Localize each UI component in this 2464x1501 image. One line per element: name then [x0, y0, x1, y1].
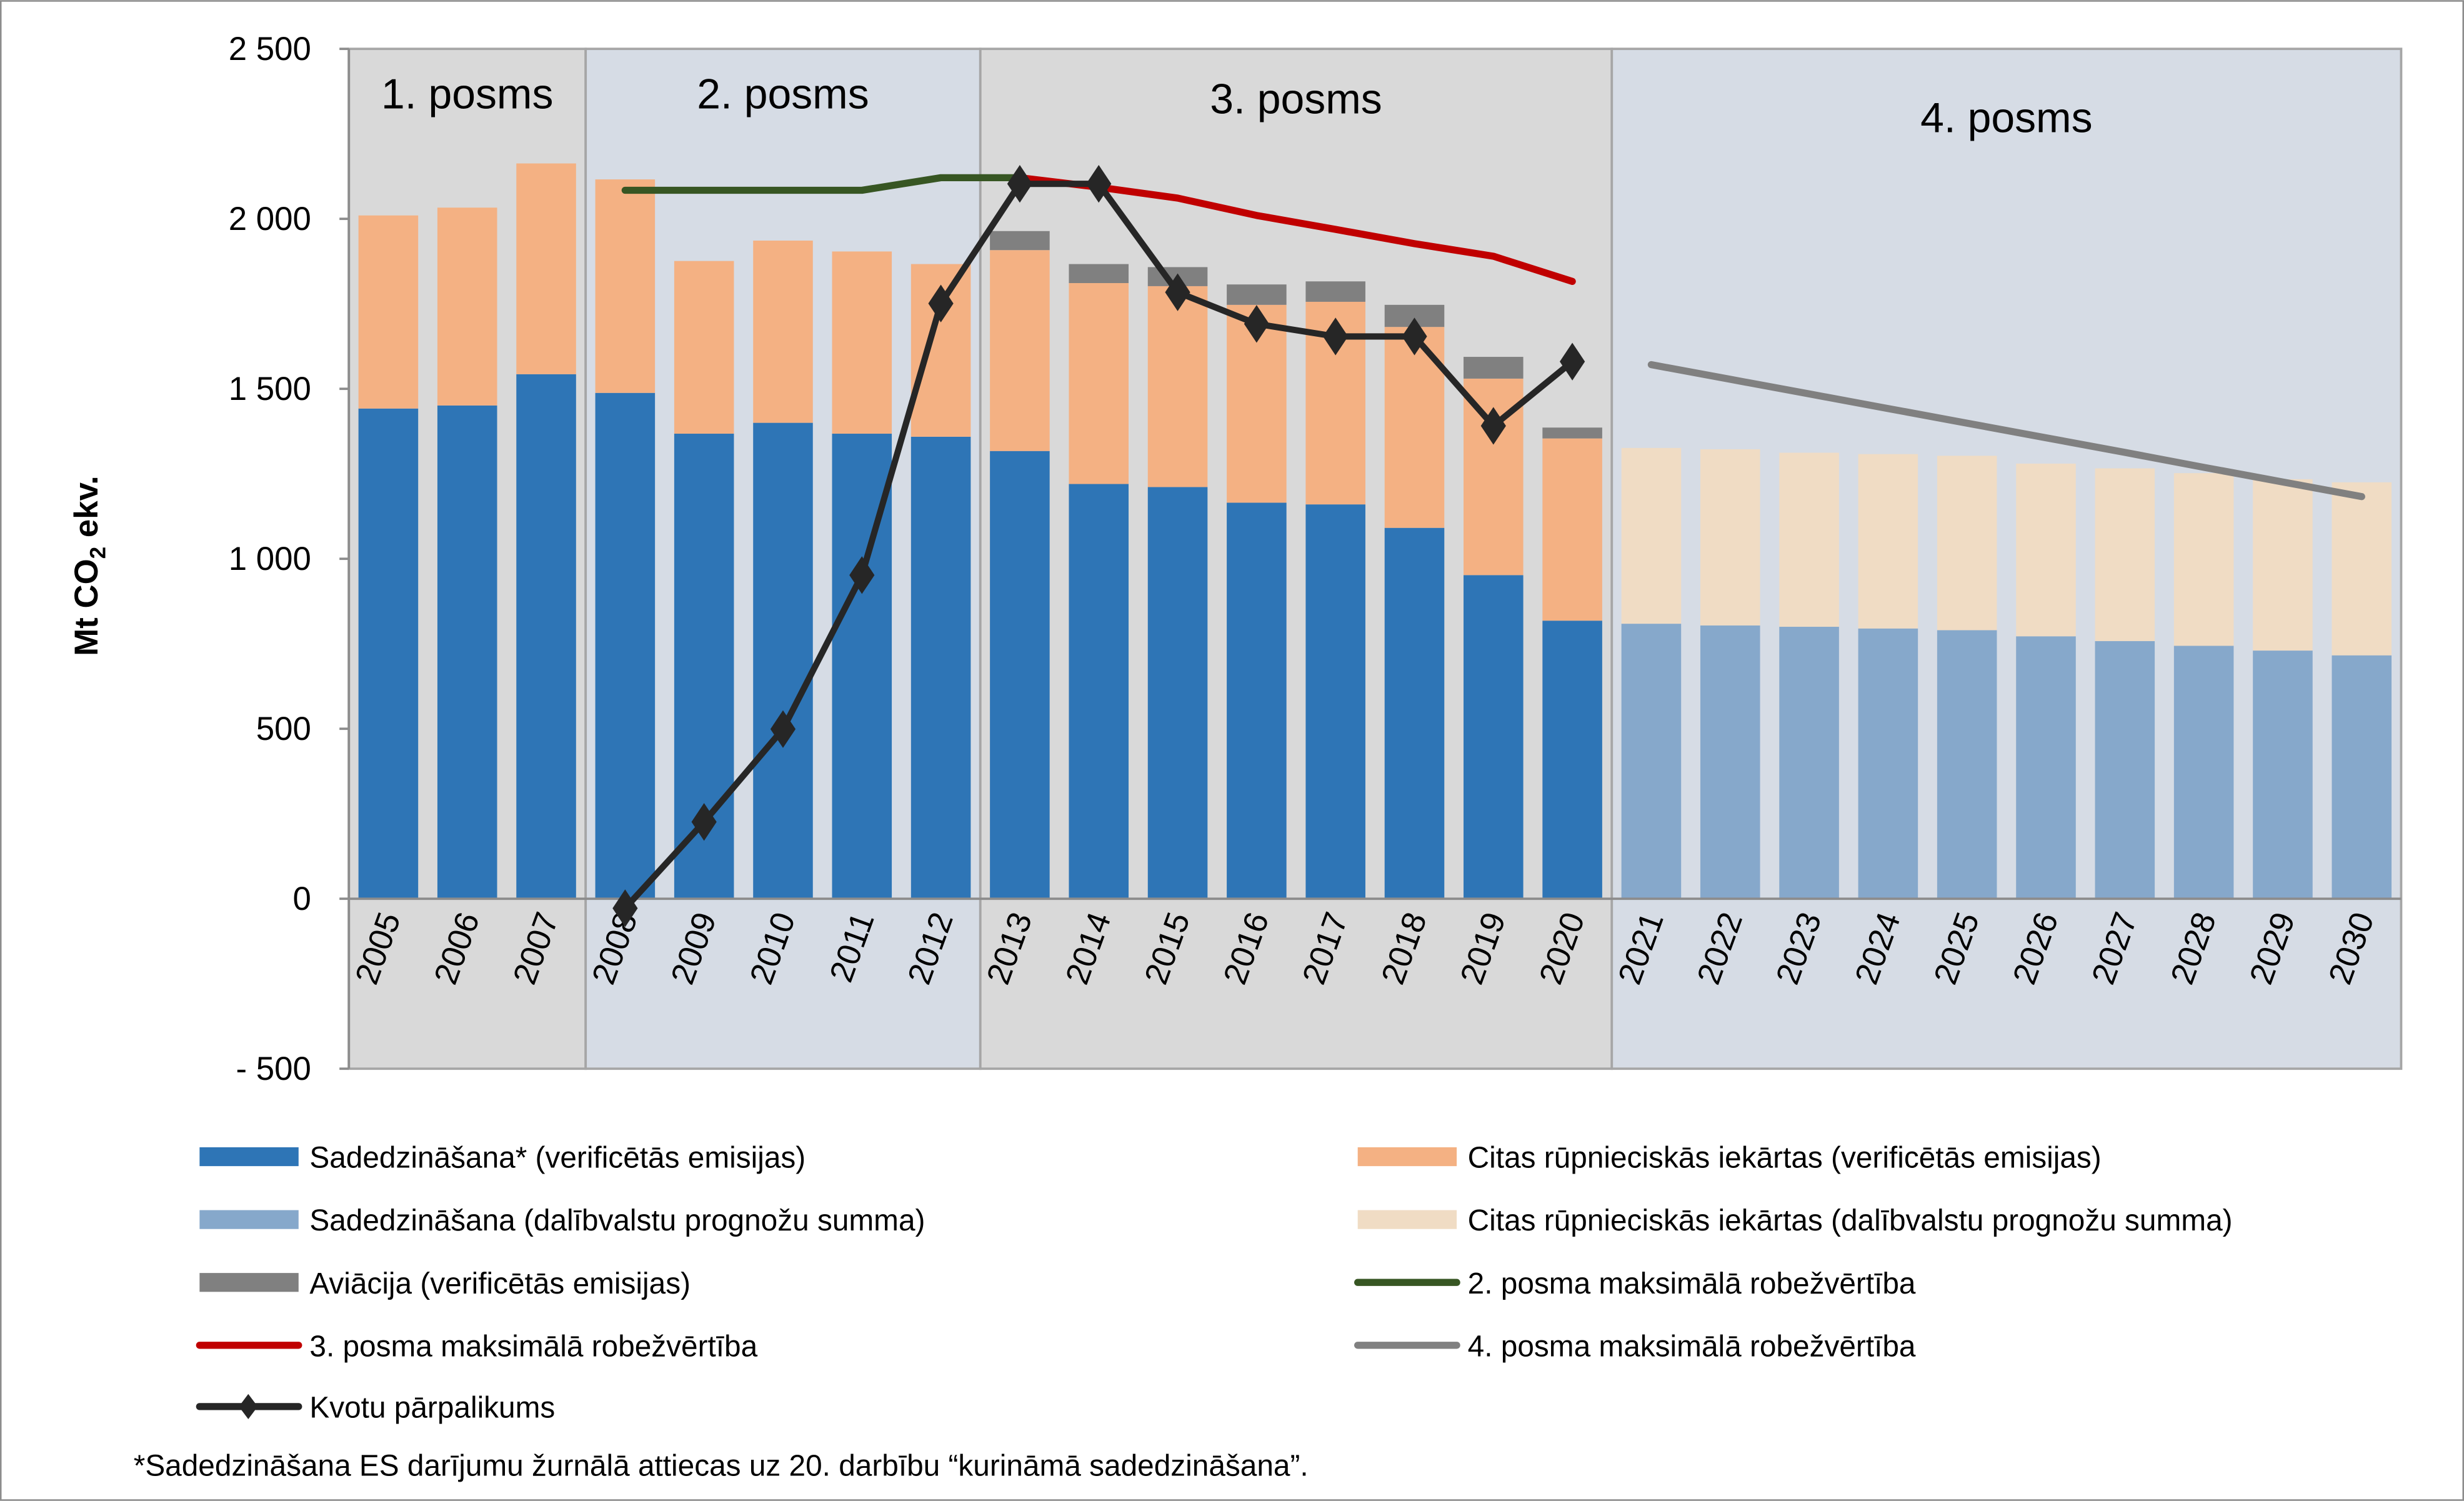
- bar-segment: [1464, 575, 1524, 899]
- line-series: [621, 174, 1024, 194]
- bar-segment: [358, 408, 419, 899]
- footnote: *Sadedzināšana ES darījumu žurnālā attie…: [134, 1450, 1309, 1483]
- y-tick-label: 2 500: [229, 31, 311, 67]
- bar-segment: [1858, 454, 1918, 629]
- legend-swatch: [1357, 1147, 1457, 1167]
- legend-label: 3. posma maksimālā robežvērtība: [309, 1330, 757, 1363]
- bar-segment: [595, 179, 656, 393]
- bar-segment: [1227, 502, 1287, 899]
- y-tick-label: 0: [293, 880, 311, 917]
- diamond-marker: [239, 1394, 258, 1419]
- bar-segment: [1542, 438, 1602, 621]
- bar-segment: [2332, 482, 2392, 656]
- legend-label: 2. posma maksimālā robežvērtība: [1468, 1267, 1916, 1300]
- bar-segment: [2253, 651, 2313, 899]
- bar-segment: [516, 163, 576, 374]
- bar-segment: [990, 231, 1050, 251]
- bar-segment: [1069, 484, 1129, 899]
- legend-label: Kvotu pārpalikums: [309, 1391, 555, 1424]
- bar-segment: [2016, 636, 2076, 899]
- bar-segment: [1621, 447, 1682, 624]
- bar-segment: [1069, 264, 1129, 284]
- bar-segment: [1069, 283, 1129, 484]
- bar-segment: [437, 207, 497, 406]
- bar-segment: [2095, 641, 2155, 899]
- bar-segment: [1937, 630, 1997, 899]
- y-tick-label: 500: [256, 711, 311, 747]
- bar-segment: [1779, 452, 1839, 627]
- diamond-marker: [1007, 164, 1033, 203]
- bar-segment: [1542, 427, 1602, 439]
- bar-segment: [990, 250, 1050, 451]
- bar-segment: [2253, 479, 2313, 651]
- legend-swatch: [199, 1273, 299, 1292]
- phase-label: 2. posms: [697, 71, 869, 118]
- legend-label: Citas rūpnieciskās iekārtas (dalībvalstu…: [1468, 1204, 2233, 1237]
- line-series: [1647, 361, 2365, 501]
- legend-label: Aviācija (verificētās emisijas): [309, 1267, 691, 1300]
- bar-segment: [1464, 357, 1524, 379]
- line-series: [1016, 174, 1576, 285]
- bar-segment: [753, 241, 813, 423]
- diamond-marker: [928, 284, 954, 322]
- y-tick-label: 1 000: [229, 541, 311, 577]
- legend-label: Citas rūpnieciskās iekārtas (verificētās…: [1468, 1142, 2102, 1175]
- diamond-marker: [1086, 164, 1112, 203]
- legend-swatch: [1357, 1210, 1457, 1229]
- y-axis-label: Mt CO2 ekv.: [68, 476, 111, 656]
- bar-segment: [1700, 625, 1760, 899]
- bar-segment: [1858, 628, 1918, 899]
- diamond-marker: [1165, 273, 1190, 311]
- bar-segment: [1621, 624, 1682, 899]
- bar-segment: [2173, 646, 2234, 899]
- legend-swatch: [199, 1210, 299, 1229]
- bar-segment: [1305, 504, 1365, 899]
- legend-label: 4. posma maksimālā robežvērtība: [1468, 1330, 1916, 1363]
- bar-segment: [674, 261, 734, 434]
- bar-segment: [1937, 456, 1997, 631]
- bar-segment: [437, 405, 497, 899]
- diamond-marker: [770, 710, 796, 748]
- legend-swatch: [199, 1147, 299, 1167]
- diamond-marker: [612, 889, 638, 927]
- bar-segment: [1384, 527, 1445, 899]
- bar-segment: [1147, 286, 1208, 487]
- phase-label: 1. posms: [381, 71, 553, 118]
- bar-segment: [1779, 627, 1839, 899]
- bar-segment: [832, 251, 892, 434]
- bar-segment: [2332, 655, 2392, 899]
- bar-segment: [516, 374, 576, 899]
- bar-segment: [358, 215, 419, 409]
- y-tick-label: 2 000: [229, 201, 311, 237]
- bar-segment: [990, 451, 1050, 899]
- bar-segment: [1147, 487, 1208, 899]
- legend-label: Sadedzināšana* (verificētās emisijas): [309, 1142, 806, 1175]
- bar-segment: [1542, 621, 1602, 899]
- bar-segment: [1700, 449, 1760, 626]
- bar-segment: [595, 392, 656, 899]
- diamond-marker: [691, 803, 717, 841]
- y-tick-label: - 500: [236, 1050, 311, 1087]
- y-tick-label: 1 500: [229, 371, 311, 407]
- phase-label: 3. posms: [1210, 76, 1382, 122]
- bar-segment: [2173, 473, 2234, 646]
- phase-label: 4. posms: [1920, 94, 2092, 141]
- bar-segment: [2016, 463, 2076, 637]
- bar-segment: [1305, 281, 1365, 302]
- bar-segment: [2095, 468, 2155, 641]
- bar-segment: [753, 422, 813, 899]
- bar-segment: [910, 436, 971, 899]
- bar-segment: [1227, 284, 1287, 305]
- diamond-marker: [849, 556, 875, 594]
- legend-label: Sadedzināšana (dalībvalstu prognožu summ…: [309, 1204, 925, 1237]
